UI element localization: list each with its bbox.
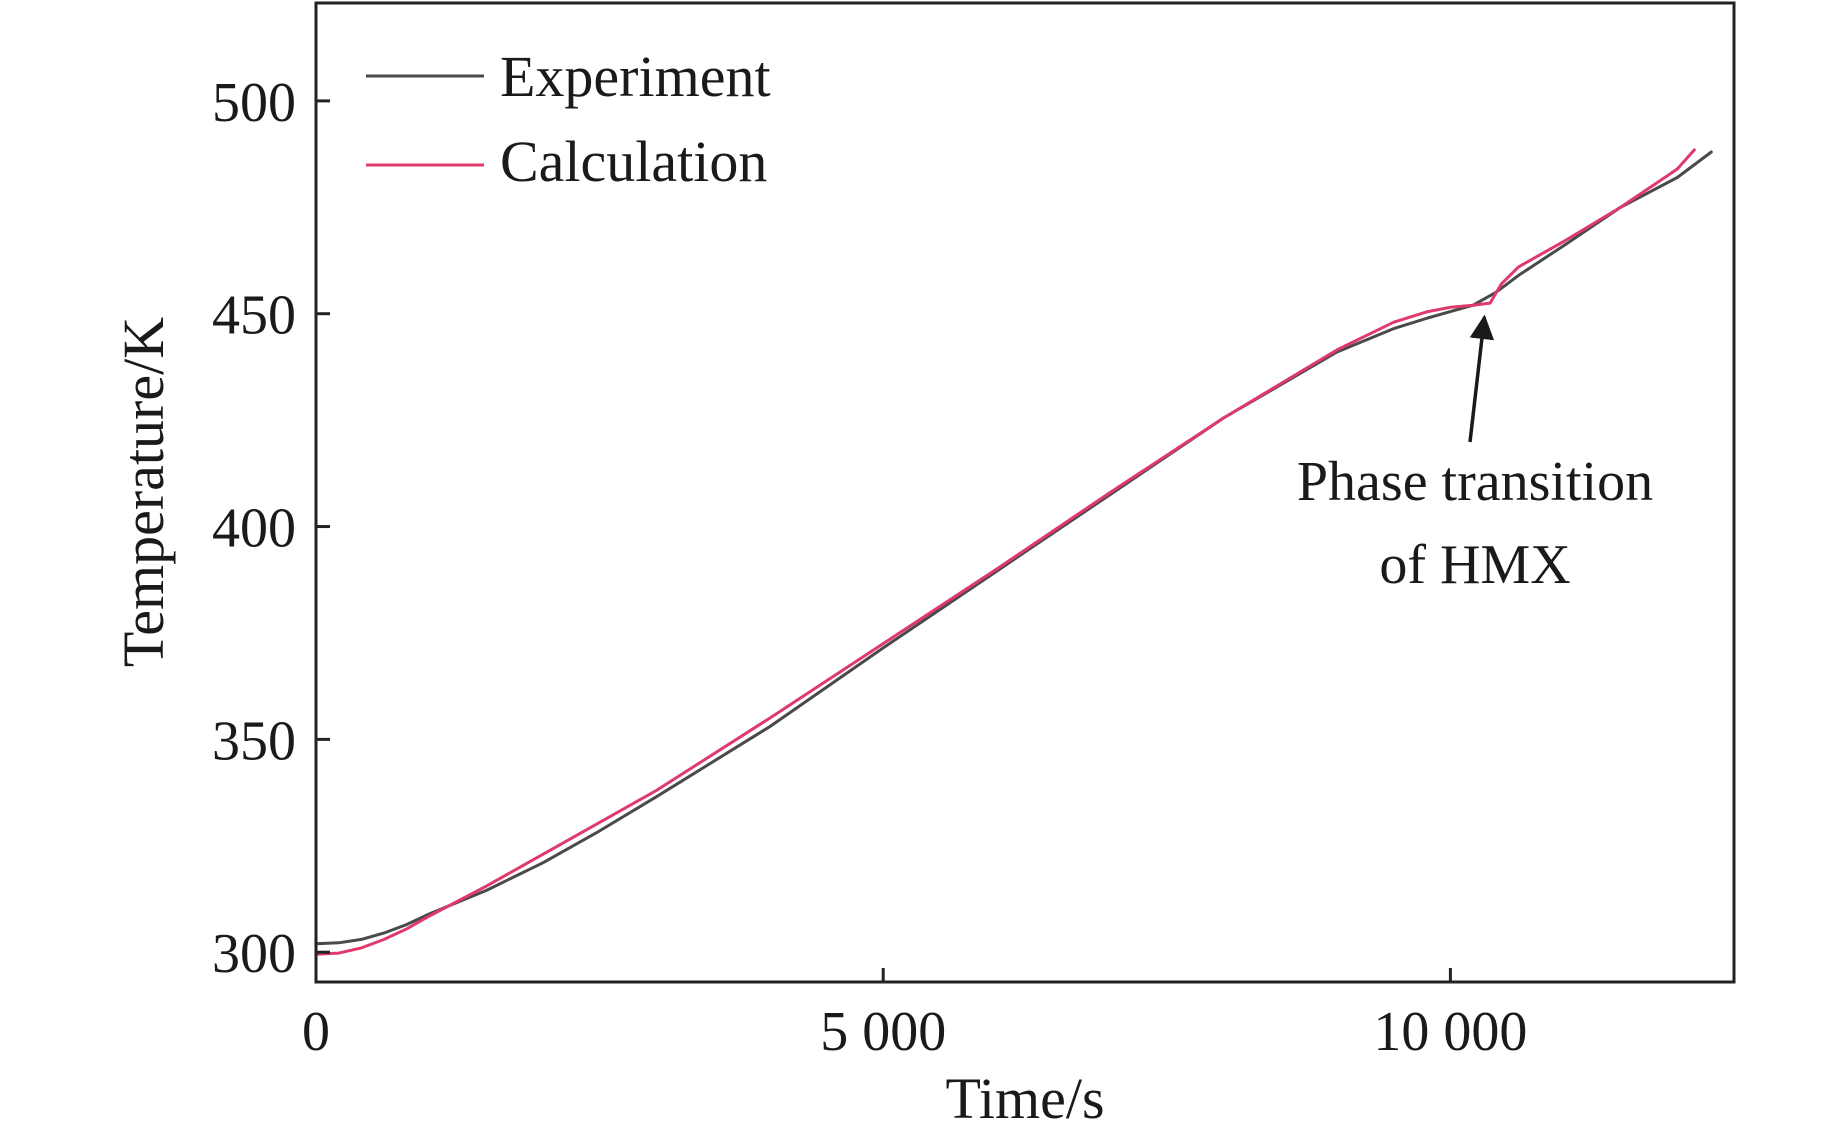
plot-frame	[314, 1, 1736, 984]
y-tick-label: 400	[212, 498, 296, 560]
series-line-calculation	[314, 148, 1696, 956]
chart-ticks: 0 5 000 10 000 300 350 400 450 500	[212, 72, 1527, 1063]
x-tick-label: 10 000	[1373, 1001, 1527, 1063]
annotation-line-2: of HMX	[1379, 534, 1570, 596]
chart-marks	[314, 148, 1713, 956]
x-tick-label: 0	[302, 1001, 330, 1063]
y-tick-label: 450	[212, 285, 296, 347]
y-axis-label: Temperature/K	[111, 317, 176, 667]
y-tick-label: 300	[212, 923, 296, 985]
y-tick-label: 500	[212, 72, 296, 134]
legend: Experiment Calculation	[366, 44, 771, 194]
annotation-phase-transition: Phase transition of HMX	[1297, 314, 1653, 596]
series-line-experiment	[314, 150, 1713, 946]
legend-label-calculation: Calculation	[500, 129, 767, 194]
y-tick-label: 350	[212, 710, 296, 772]
x-tick-label: 5 000	[820, 1001, 946, 1063]
annotation-arrow	[1468, 314, 1495, 443]
legend-label-experiment: Experiment	[500, 44, 771, 109]
annotation-line-1: Phase transition	[1297, 451, 1653, 513]
x-axis-label: Time/s	[945, 1066, 1104, 1131]
